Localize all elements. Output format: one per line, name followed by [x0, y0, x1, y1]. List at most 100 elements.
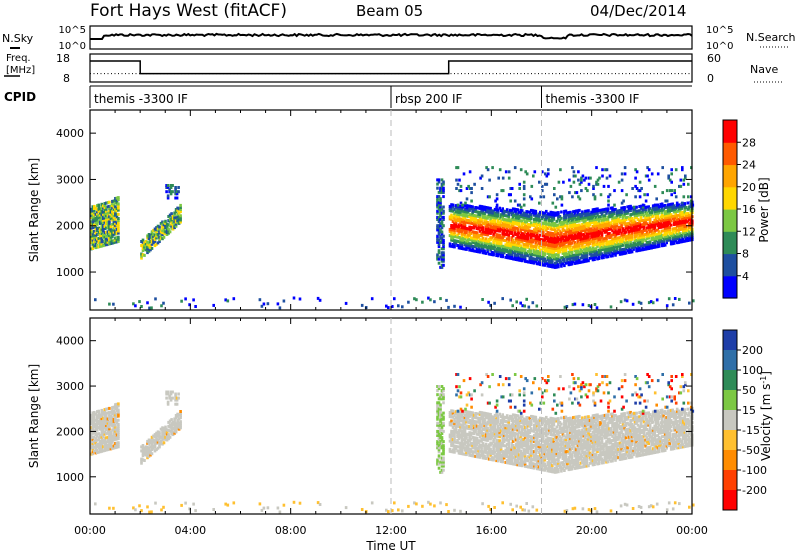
power-cell [548, 254, 551, 258]
power-cell [638, 213, 641, 217]
power-cell [614, 234, 617, 238]
power-cell [442, 224, 445, 228]
velocity-cell [460, 431, 464, 435]
power-cell [544, 182, 547, 186]
power-cell [523, 222, 527, 226]
power-cell [501, 246, 504, 250]
power-cell [606, 207, 610, 211]
velocity-cell [147, 442, 151, 446]
power-cell [612, 245, 616, 249]
velocity-cell [480, 454, 483, 457]
velocity-cell [484, 434, 488, 438]
power-cell [460, 236, 464, 240]
velocity-cell [153, 443, 157, 447]
power-cell [450, 228, 453, 232]
y-tick-label: 3000 [56, 173, 84, 186]
velocity-cell [453, 446, 456, 450]
power-cell [593, 220, 596, 224]
power-cell [688, 213, 691, 217]
velocity-cell [102, 420, 105, 424]
power-cell [633, 239, 637, 243]
power-cell [536, 258, 539, 262]
power-cell [111, 210, 114, 214]
power-cell [498, 227, 501, 231]
power-cell [594, 224, 598, 228]
power-cell [588, 250, 592, 254]
power-cell [553, 187, 556, 190]
power-cell [522, 228, 525, 232]
power-cell [459, 217, 462, 221]
power-cell [149, 235, 152, 239]
power-cell [570, 216, 574, 220]
power-cell [489, 244, 492, 248]
power-cell [668, 189, 672, 193]
power-cell [584, 222, 587, 226]
power-cell [554, 261, 557, 265]
power-cell [549, 248, 553, 252]
power-cell [636, 230, 640, 234]
power-cell [439, 207, 442, 211]
power-cell [617, 209, 620, 213]
power-cell [642, 220, 646, 224]
power-cell [484, 231, 488, 234]
power-cell [683, 202, 687, 206]
power-cell [527, 231, 530, 235]
velocity-cell [94, 431, 98, 434]
power-cell [606, 221, 610, 225]
velocity-cell [440, 438, 444, 442]
power-cell [587, 211, 590, 215]
power-cell [618, 229, 622, 233]
power-cell [543, 217, 547, 221]
power-cell [530, 248, 533, 252]
power-cell [546, 237, 550, 241]
power-cell [602, 243, 605, 247]
power-cell [106, 232, 110, 236]
power-cell [677, 220, 681, 223]
power-cell [539, 260, 542, 264]
power-cell [546, 258, 550, 262]
velocity-cell [170, 430, 173, 434]
power-cell [440, 253, 444, 257]
power-cell [672, 208, 676, 212]
power-cell [563, 251, 566, 255]
power-cell [170, 224, 173, 228]
power-cell [579, 225, 583, 229]
velocity-cell [440, 391, 444, 395]
power-cell [156, 226, 160, 230]
power-cell [167, 215, 170, 218]
power-cell [551, 201, 555, 205]
velocity-cell [462, 438, 465, 442]
velocity-cell [146, 454, 149, 458]
velocity-cell [93, 439, 96, 443]
power-cell [592, 184, 595, 188]
power-cell [544, 172, 547, 176]
power-cell [650, 213, 653, 216]
power-cell [505, 231, 509, 235]
velocity-cell [93, 415, 96, 418]
power-cell [112, 214, 116, 218]
power-cell [563, 228, 566, 232]
power-cell [108, 225, 111, 229]
velocity-cell [179, 424, 182, 428]
power-cell [440, 238, 444, 242]
power-cell [429, 298, 432, 302]
power-cell [519, 258, 522, 262]
power-cell [539, 250, 542, 254]
velocity-cell [475, 436, 479, 440]
velocity-cell [111, 422, 114, 426]
power-cell [103, 241, 107, 245]
velocity-cell [109, 447, 113, 451]
velocity-cell [155, 437, 158, 441]
power-cell [517, 239, 521, 243]
velocity-cell [103, 426, 107, 430]
power-cell [602, 220, 605, 224]
velocity-cell [93, 441, 96, 445]
velocity-cell [484, 430, 488, 434]
power-cell [566, 211, 569, 215]
power-cell [468, 248, 471, 252]
power-cell [442, 215, 445, 219]
velocity-cell [469, 441, 473, 445]
velocity-cell [115, 406, 119, 410]
velocity-cell [474, 428, 477, 432]
power-cell [596, 178, 600, 182]
